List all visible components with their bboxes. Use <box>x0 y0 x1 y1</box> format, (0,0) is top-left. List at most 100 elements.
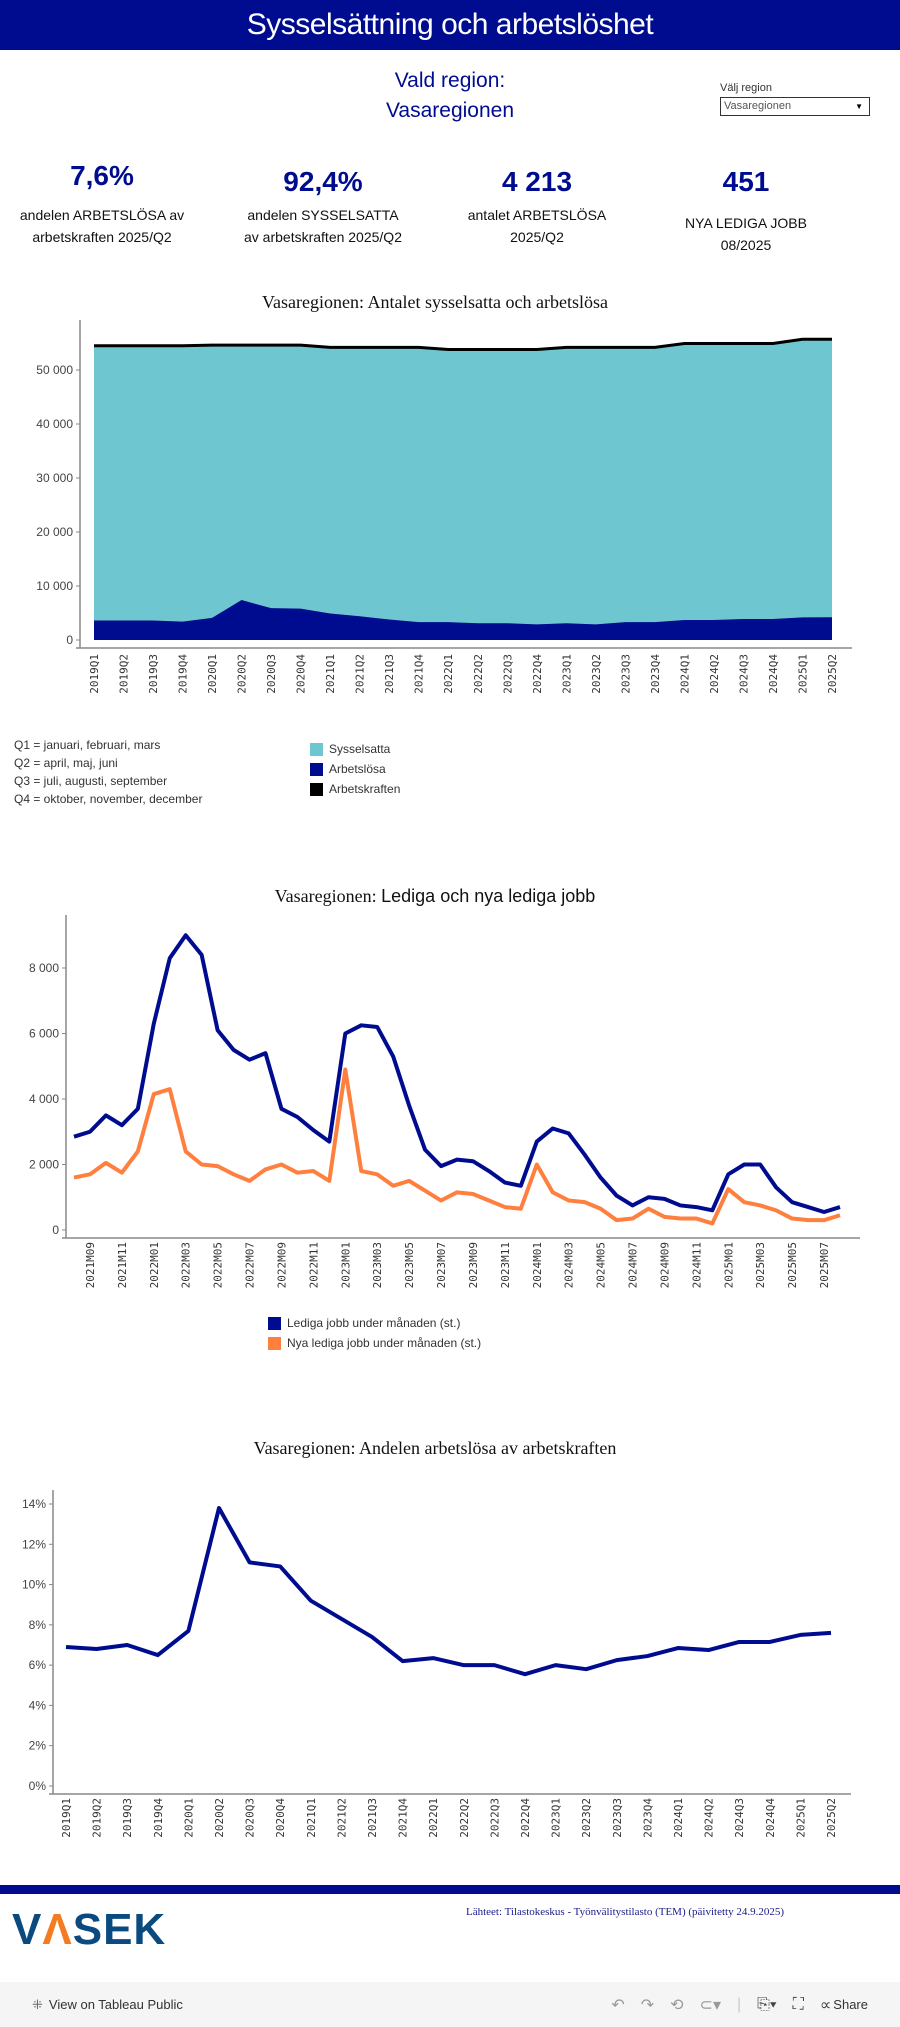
kpi-employment-rate: 92,4% andelen SYSSELSATTA av arbetskrafte… <box>223 166 423 248</box>
x-tick-label: 2022Q4 <box>519 1798 532 1838</box>
x-tick-label: 2020Q4 <box>274 1798 287 1838</box>
y-tick-label: 10 000 <box>36 579 73 593</box>
x-tick-label: 2020Q3 <box>265 654 278 694</box>
quarter-note: Q3 = juli, augusti, september <box>14 774 168 788</box>
legend-swatch <box>268 1316 281 1330</box>
region-select[interactable]: Vasaregionen ▼ <box>720 97 870 116</box>
y-tick-label: 4 000 <box>29 1092 59 1106</box>
x-tick-label: 2025M01 <box>722 1242 735 1288</box>
chart-title: Vasaregionen: Antalet sysselsatta och ar… <box>262 292 608 312</box>
fullscreen-icon[interactable]: ⛶ <box>792 1995 804 2013</box>
x-tick-label: 2021Q2 <box>335 1798 348 1838</box>
y-tick-label: 0% <box>29 1779 47 1793</box>
y-tick-label: 4% <box>29 1698 47 1712</box>
x-tick-label: 2021Q1 <box>324 654 337 694</box>
quarter-note: Q1 = januari, februari, mars <box>14 738 161 752</box>
x-tick-label: 2025Q1 <box>794 1798 807 1838</box>
x-tick-label: 2025Q2 <box>825 1798 838 1838</box>
x-tick-label: 2025Q1 <box>796 654 809 694</box>
x-tick-label: 2024M01 <box>531 1242 544 1288</box>
x-tick-label: 2021M09 <box>84 1242 97 1288</box>
x-tick-label: 2022Q2 <box>458 1798 471 1838</box>
download-icon[interactable]: ⎘▾ <box>757 1995 777 2013</box>
x-tick-label: 2021Q4 <box>397 1798 410 1838</box>
x-tick-label: 2022Q1 <box>442 654 455 694</box>
refresh-icon[interactable]: ⊂▾ <box>699 1996 721 2014</box>
legend-item-arbetslosa[interactable]: Arbetslösa <box>310 759 400 779</box>
x-tick-label: 2024M05 <box>595 1242 608 1288</box>
x-tick-label: 2019Q4 <box>152 1798 165 1838</box>
x-tick-label: 2023Q1 <box>560 654 573 694</box>
x-tick-label: 2020Q1 <box>206 654 219 694</box>
y-tick-label: 50 000 <box>36 363 73 377</box>
x-tick-label: 2020Q2 <box>236 654 249 694</box>
y-tick-label: 8% <box>29 1618 47 1632</box>
undo-icon[interactable]: ↶ <box>611 1996 625 2014</box>
source-note: Lähteet: Tilastokeskus - Työnvälitystila… <box>466 1906 784 1918</box>
quarter-note: Q2 = april, maj, juni <box>14 756 118 770</box>
legend-swatch <box>310 762 323 776</box>
legend-swatch <box>310 742 323 756</box>
x-tick-label: 2023Q2 <box>590 654 603 694</box>
chart1-legend: Sysselsatta Arbetslösa Arbetskraften <box>310 739 400 799</box>
line-series-2 <box>65 1506 832 1677</box>
share-button[interactable]: Share <box>833 1997 868 2012</box>
redo-icon[interactable]: ↷ <box>640 1996 655 2014</box>
line-nya-lediga <box>73 1067 841 1226</box>
x-tick-label: 2019Q3 <box>147 654 160 694</box>
x-tick-label: 2021Q2 <box>354 654 367 694</box>
x-tick-label: 2022Q2 <box>472 654 485 694</box>
x-tick-label: 2025M07 <box>818 1242 831 1288</box>
legend-item-lediga[interactable]: Lediga jobb under månaden (st.) <box>268 1313 481 1333</box>
kpi-label: andelen ARBETSLÖSA av arbetskraften 2025/… <box>19 207 185 245</box>
x-tick-label: 2022Q1 <box>427 1798 440 1838</box>
y-tick-label: 14% <box>22 1497 46 1511</box>
y-tick-label: 2% <box>29 1739 47 1753</box>
x-tick-label: 2022M01 <box>148 1242 161 1288</box>
dropdown-arrow-icon: ▼ <box>855 102 863 111</box>
x-tick-label: 2023Q4 <box>641 1798 654 1838</box>
y-tick-label: 0 <box>52 1223 59 1237</box>
x-tick-label: 2024Q1 <box>678 654 691 694</box>
region-select-value: Vasaregionen <box>724 100 792 112</box>
x-tick-label: 2025Q2 <box>826 654 839 694</box>
x-tick-label: 2023M07 <box>435 1242 448 1288</box>
x-tick-label: 2024Q2 <box>708 654 721 694</box>
chart-title: Vasaregionen: Lediga och nya lediga jobb <box>275 886 596 906</box>
chart2-legend: Lediga jobb under månaden (st.) Nya ledi… <box>268 1313 481 1353</box>
x-tick-label: 2022M05 <box>212 1242 225 1288</box>
kpi-new-jobs: 451 NYA LEDIGA JOBB 08/2025 <box>646 166 846 256</box>
x-tick-label: 2019Q2 <box>91 1798 104 1838</box>
quarter-notes: Q1 = januari, februari, mars Q2 = april,… <box>14 736 202 808</box>
x-tick-label: 2020Q3 <box>244 1798 257 1838</box>
legend-item-arbetskraften[interactable]: Arbetskraften <box>310 779 400 799</box>
share-icon[interactable]: ∝ <box>819 1996 832 2014</box>
x-tick-label: 2024M07 <box>627 1242 640 1288</box>
kpi-unemployed-count: 4 213 antalet ARBETSLÖSA 2025/Q2 <box>437 166 637 248</box>
line-arbetskraften <box>94 337 832 351</box>
x-tick-label: 2019Q1 <box>60 1798 73 1838</box>
kpi-value: 7,6% <box>70 160 134 191</box>
x-tick-label: 2021Q3 <box>366 1798 379 1838</box>
kpi-value: 4 213 <box>501 166 573 197</box>
legend-item-nya-lediga[interactable]: Nya lediga jobb under månaden (st.) <box>268 1333 481 1353</box>
x-tick-label: 2022Q3 <box>488 1798 501 1838</box>
x-tick-label: 2023Q2 <box>580 1798 593 1838</box>
x-tick-label: 2022Q3 <box>501 654 514 694</box>
kpi-unemployment-rate: 7,6% andelen ARBETSLÖSA av arbetskraften … <box>2 160 202 248</box>
y-tick-label: 2 000 <box>29 1158 59 1172</box>
view-on-tableau-link[interactable]: View on Tableau Public <box>48 1997 183 2012</box>
x-tick-label: 2024Q2 <box>703 1798 716 1838</box>
legend-item-sysselsatta[interactable]: Sysselsatta <box>310 739 400 759</box>
revert-icon[interactable]: ⟲ <box>670 1996 684 2014</box>
x-tick-label: 2023Q4 <box>649 654 662 694</box>
x-tick-label: 2019Q2 <box>118 654 131 694</box>
x-tick-label: 2022M11 <box>307 1242 320 1288</box>
line-series-1 <box>73 933 841 1214</box>
area-sysselsatta <box>94 339 832 640</box>
x-tick-label: 2019Q1 <box>88 654 101 694</box>
legend-swatch <box>268 1336 281 1350</box>
x-tick-label: 2024Q4 <box>767 654 780 694</box>
page-title: Sysselsättning och arbetslöshet <box>0 0 900 50</box>
